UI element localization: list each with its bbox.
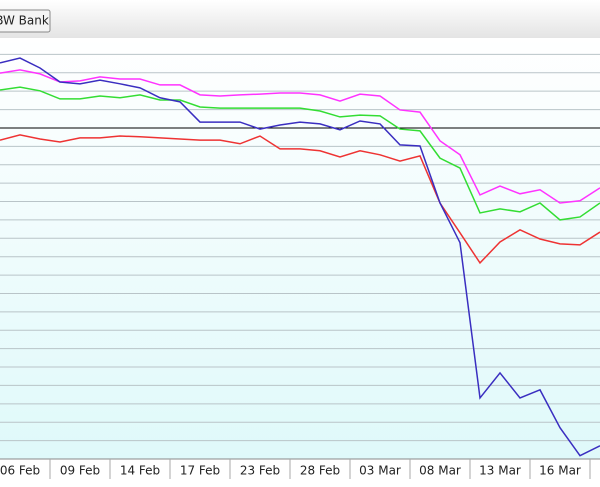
series-line <box>0 57 600 457</box>
x-tick-label: 16 Mar <box>539 464 581 478</box>
button-frame[interactable] <box>0 9 51 33</box>
x-tick-label: 14 Feb <box>120 464 160 478</box>
x-tick-label: 13 Mar <box>479 464 521 478</box>
series-line <box>0 86 600 221</box>
x-axis-area <box>0 459 600 483</box>
x-tick-label: 08 Mar <box>419 464 461 478</box>
x-tick-label: 09 Feb <box>60 464 100 478</box>
bank-button[interactable]: BW Bank <box>0 9 51 33</box>
x-tick-label: 06 Feb <box>0 464 40 478</box>
x-tick-label: 17 Feb <box>180 464 220 478</box>
toolbar <box>0 0 600 38</box>
plot-area <box>0 38 600 459</box>
button-label[interactable]: BW Bank <box>0 14 49 28</box>
series-line <box>0 69 600 204</box>
x-tick-label: 03 Mar <box>359 464 401 478</box>
series-line <box>0 134 600 265</box>
x-tick-label: 28 Feb <box>300 464 340 478</box>
x-tick-label: 23 Feb <box>240 464 280 478</box>
